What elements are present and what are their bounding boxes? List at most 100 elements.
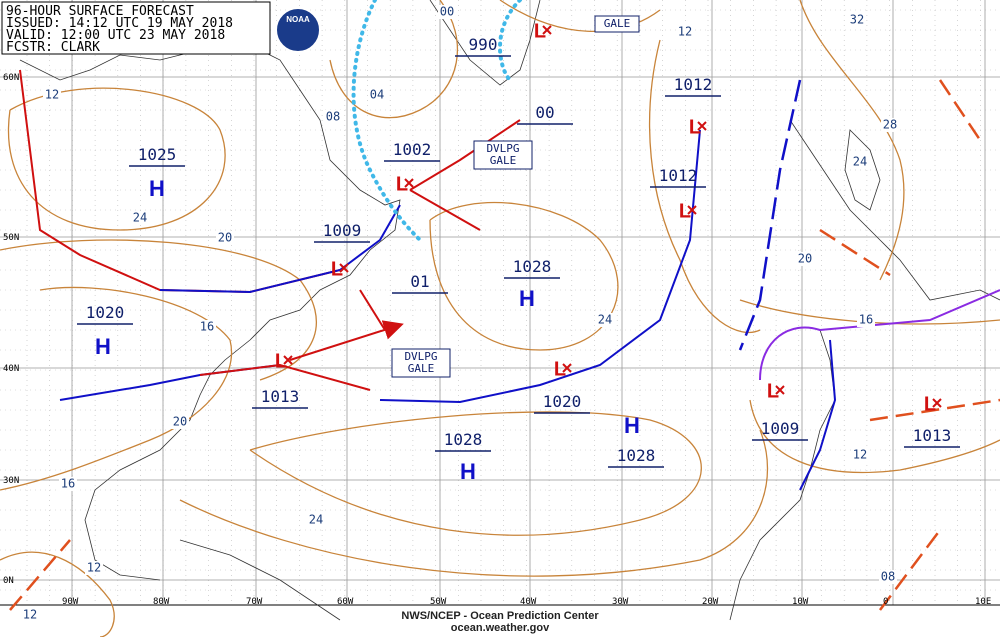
pressure-label: 1002 (393, 140, 432, 159)
occluded-front (759, 289, 1000, 381)
pressure-label: 1025 (138, 145, 177, 164)
contour-label: 24 (598, 313, 612, 327)
isobar (0, 551, 115, 637)
contour-label: 24 (853, 155, 867, 169)
ice-edge (351, 0, 422, 242)
header-box (1, 1, 271, 55)
contour-label: 28 (883, 118, 897, 132)
low-x (775, 385, 785, 395)
contour-label-bg (857, 313, 875, 327)
low-x (562, 363, 572, 373)
lon-label: 40W (520, 597, 537, 607)
warning-box (594, 15, 640, 33)
isobar (249, 411, 702, 536)
isobar (648, 39, 761, 334)
low-center: L (924, 393, 936, 415)
track-arrow (289, 320, 404, 361)
isobar (499, 0, 661, 32)
logo-text: NOAA (286, 15, 310, 24)
lat-label: 50N (3, 233, 19, 243)
warning-box (473, 140, 533, 170)
trough (869, 398, 1000, 422)
trough (9, 539, 71, 611)
low-center: L (396, 173, 408, 195)
trough (938, 79, 982, 141)
contour-label-bg (307, 513, 325, 527)
low-x (687, 205, 697, 215)
contour-label-bg (676, 25, 694, 39)
low-center: L (679, 200, 691, 222)
pressure-label: 1013 (261, 387, 300, 406)
coast-caribbean (179, 539, 341, 621)
contour-label: 16 (200, 320, 214, 334)
pressure-label: 1013 (913, 426, 952, 445)
low-x (404, 178, 414, 188)
contour-label-bg (131, 211, 149, 225)
contour-label: 20 (173, 415, 187, 429)
fronts (9, 0, 1000, 611)
contour-label: 16 (859, 313, 873, 327)
pressure-label: 1009 (323, 221, 362, 240)
isobar (329, 0, 459, 119)
lon-label: 10E (975, 597, 991, 607)
low-x (339, 263, 349, 273)
isobar (739, 299, 1000, 325)
high-center: H (460, 459, 476, 484)
high-center: H (149, 176, 165, 201)
low-x (697, 121, 707, 131)
coast-britain (844, 129, 881, 211)
isobar (799, 0, 905, 281)
cold-front (379, 129, 701, 404)
contour-label: 12 (87, 561, 101, 575)
header-line: VALID: 12:00 UTC 23 MAY 2018 (6, 28, 225, 43)
contour-label: 12 (23, 608, 37, 622)
low-center: L (534, 20, 546, 42)
isobar (0, 286, 233, 491)
pressure-label: 1020 (86, 303, 125, 322)
warning-box (391, 348, 451, 378)
lat-label: 40N (3, 364, 19, 374)
pressure-label: 1012 (659, 166, 698, 185)
warm-front (409, 189, 481, 231)
labels: 60N 50N 40N 30N 0N 90W 80W 70W 60W 50W 40W 30W 20W 10… (3, 5, 991, 622)
cold-front (159, 204, 401, 294)
contour-label-bg (848, 13, 866, 27)
contour-label-bg (43, 88, 61, 102)
contour-label-bg (881, 118, 899, 132)
pressure-label: 1020 (543, 392, 582, 411)
contour-label-bg (851, 448, 869, 462)
low-center: L (767, 380, 779, 402)
warm-front (199, 363, 371, 391)
contour-label-bg (851, 155, 869, 169)
lon-label: 50W (430, 597, 447, 607)
ice-edge (498, 0, 522, 82)
contour-label-bg (324, 110, 342, 124)
contour-label: 32 (850, 13, 864, 27)
footer-line: ocean.weather.gov (451, 622, 550, 634)
contour-label-bg (438, 5, 456, 19)
contour-label: 16 (61, 477, 75, 491)
forecast-front (738, 79, 802, 351)
contour-label: 12 (45, 88, 59, 102)
contour-label: 20 (218, 231, 232, 245)
trough (819, 228, 891, 277)
contour-label: 12 (678, 25, 692, 39)
contour-label: 00 (440, 5, 454, 19)
trough (879, 529, 941, 611)
pressure-label: 990 (469, 35, 498, 54)
lon-label: 80W (153, 597, 170, 607)
logo (275, 7, 321, 53)
lon-label: 10W (792, 597, 809, 607)
lon-label: 60W (337, 597, 354, 607)
footer-line: NWS/NCEP - Ocean Prediction Center (401, 610, 599, 622)
contour-label-bg (59, 477, 77, 491)
contour-label-bg (198, 320, 216, 334)
contour-label-bg (216, 231, 234, 245)
pressure-label: 01 (410, 272, 429, 291)
high-center: H (95, 334, 111, 359)
low-x (542, 25, 552, 35)
low-center: L (689, 116, 701, 138)
isobar (179, 429, 768, 577)
lon-label: 30W (612, 597, 629, 607)
